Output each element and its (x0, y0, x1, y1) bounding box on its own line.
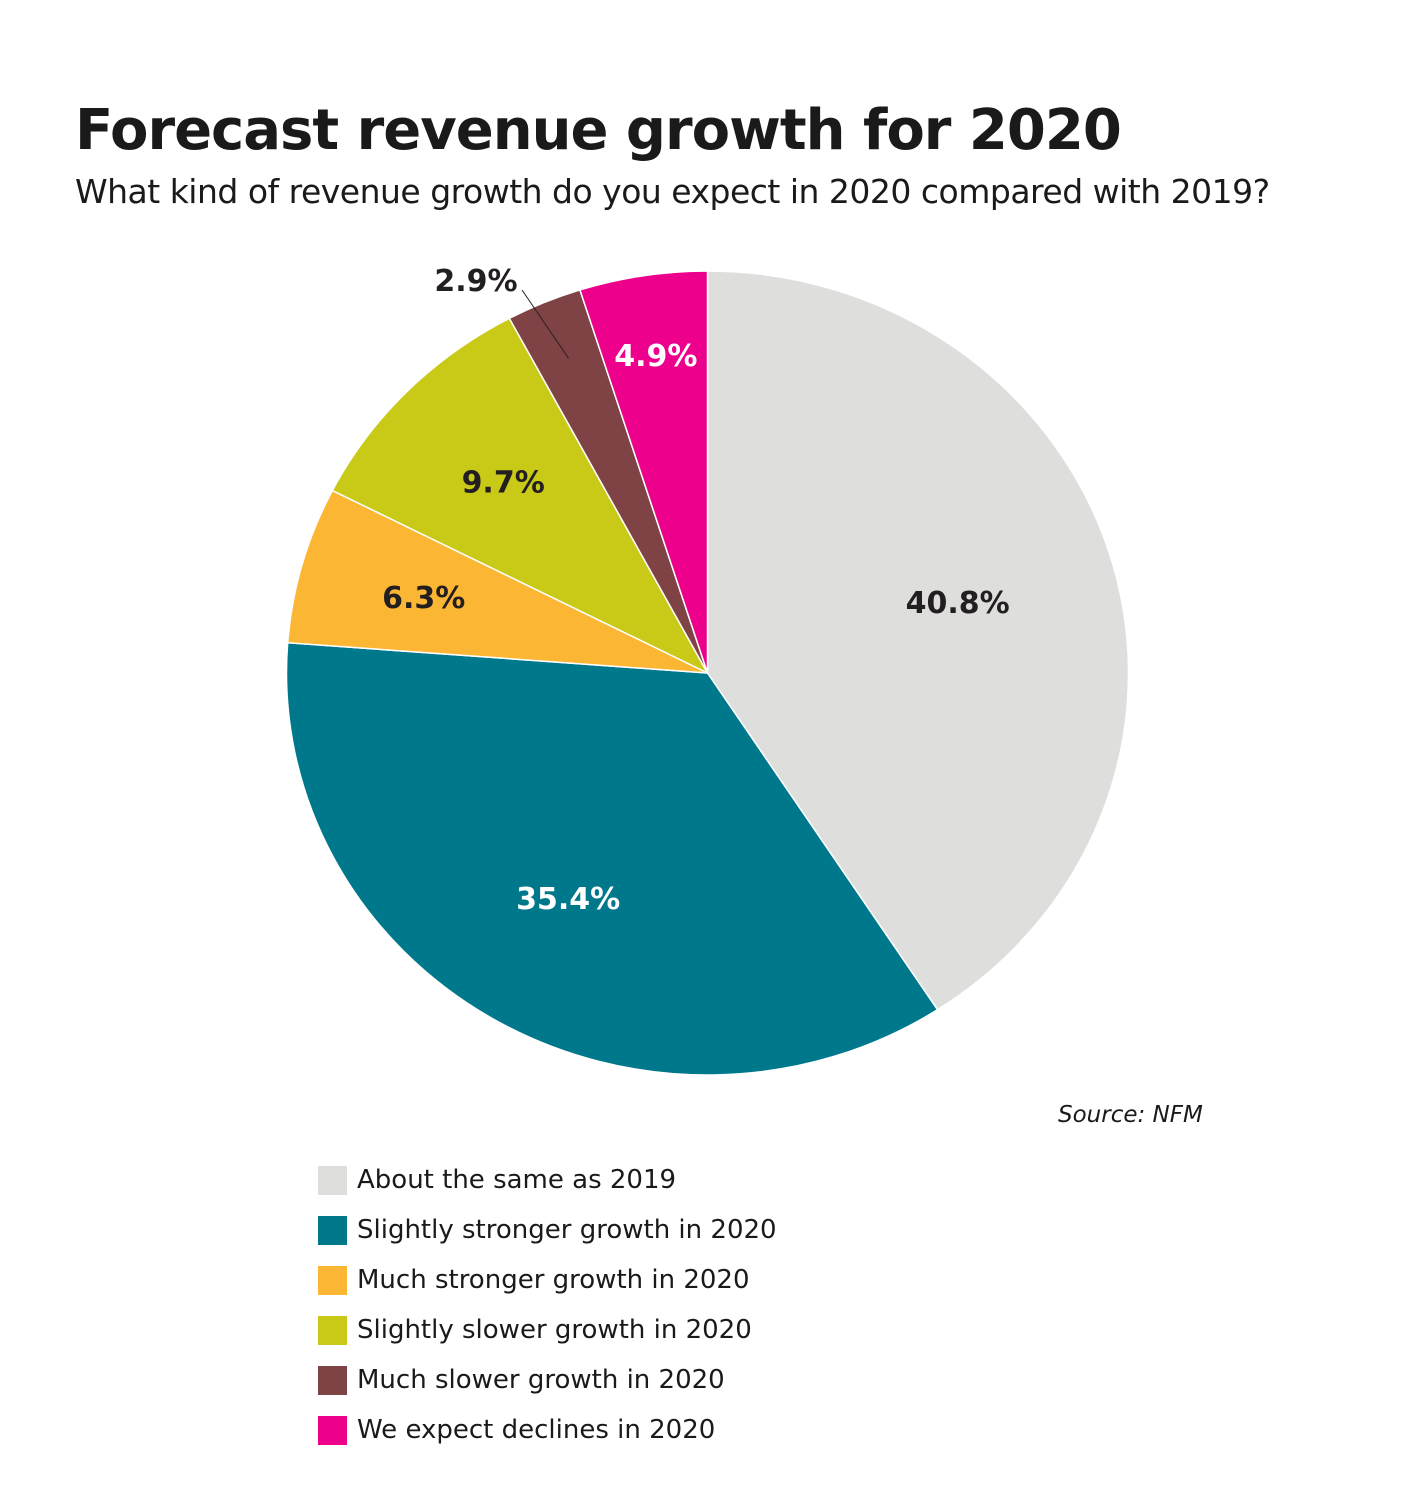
chart-subtitle: What kind of revenue growth do you expec… (75, 172, 1270, 211)
pie-slice (285, 641, 939, 1076)
leader-line (521, 289, 569, 359)
legend-label: Much slower growth in 2020 (357, 1365, 725, 1395)
legend-swatch (318, 1265, 347, 1295)
source-note: Source: NFM (1058, 1102, 1203, 1128)
data-label: 35.4% (516, 882, 620, 917)
pie-slice (706, 270, 1130, 1011)
chart-title: Forecast revenue growth for 2020 (75, 98, 1122, 163)
legend-label: About the same as 2019 (357, 1165, 677, 1195)
legend-item: About the same as 2019 (318, 1155, 777, 1205)
pie-slice (331, 317, 710, 675)
legend-label: We expect declines in 2020 (357, 1415, 716, 1445)
pie-slice (578, 270, 709, 674)
legend: About the same as 2019 Slightly stronger … (318, 1155, 777, 1455)
legend-swatch (318, 1365, 347, 1395)
pie-chart: 40.8% 35.4% 6.3% 9.7% 2.9% 4.9% (285, 264, 1130, 1076)
legend-item: Much stronger growth in 2020 (318, 1255, 777, 1305)
legend-item: Much slower growth in 2020 (318, 1355, 777, 1405)
legend-item: Slightly slower growth in 2020 (318, 1305, 777, 1355)
legend-swatch (318, 1315, 347, 1345)
data-label: 9.7% (462, 466, 545, 501)
data-label: 2.9% (434, 264, 517, 299)
data-label: 6.3% (382, 581, 465, 616)
pie-slice (286, 489, 708, 674)
legend-label: Much stronger growth in 2020 (357, 1265, 750, 1295)
legend-swatch (318, 1165, 347, 1195)
data-label: 4.9% (614, 339, 697, 374)
legend-item: We expect declines in 2020 (318, 1405, 777, 1455)
data-label: 40.8% (906, 586, 1010, 621)
legend-label: Slightly stronger growth in 2020 (357, 1215, 777, 1245)
legend-swatch (318, 1415, 347, 1445)
legend-label: Slightly slower growth in 2020 (357, 1315, 752, 1345)
legend-swatch (318, 1215, 347, 1245)
legend-item: Slightly stronger growth in 2020 (318, 1205, 777, 1255)
